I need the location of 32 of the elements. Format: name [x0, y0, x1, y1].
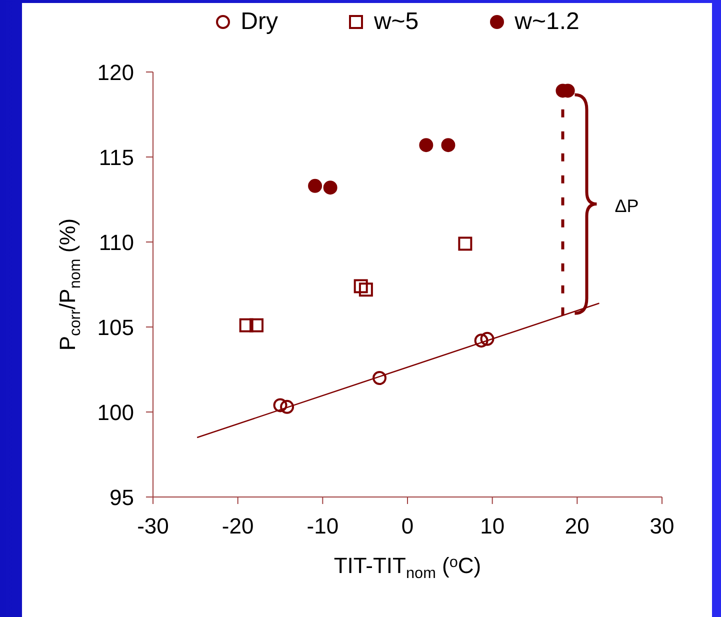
- y-tick-label: 115: [98, 144, 134, 170]
- point: [458, 236, 472, 251]
- point: [323, 180, 338, 195]
- point: [280, 400, 294, 414]
- y-tick-label: 105: [97, 314, 134, 340]
- legend-label: Dry: [240, 8, 278, 36]
- point: [249, 318, 264, 332]
- x-tick-label: 20: [564, 514, 590, 539]
- x-axis-title: TIT-TIT$_{nom}$ ($^{o}$C): [334, 553, 482, 582]
- point: [273, 398, 288, 412]
- point: [308, 178, 322, 193]
- y-tick-label: 120: [97, 60, 134, 85]
- point: [358, 282, 373, 297]
- point: [372, 371, 387, 385]
- x-tick-label: 30: [650, 514, 674, 539]
- y-tick-label: 110: [98, 230, 134, 255]
- y-tick-label: 100: [97, 400, 134, 425]
- annotation: ΔP: [614, 196, 639, 216]
- legend-label: w~5: [374, 8, 419, 36]
- x-tick-label: -20: [222, 514, 254, 539]
- x-tick-label: -10: [306, 514, 339, 539]
- y-tick-label: 95: [110, 484, 134, 510]
- x-tick-label: 10: [480, 514, 505, 539]
- legend-label: w~1.2: [514, 8, 580, 36]
- x-tick-label: -30: [137, 514, 169, 539]
- point: [239, 318, 254, 332]
- x-tick-label: 0: [401, 514, 414, 539]
- point: [419, 138, 434, 152]
- point: [480, 332, 494, 346]
- point: [354, 279, 368, 294]
- point: [474, 334, 488, 348]
- point: [441, 138, 456, 152]
